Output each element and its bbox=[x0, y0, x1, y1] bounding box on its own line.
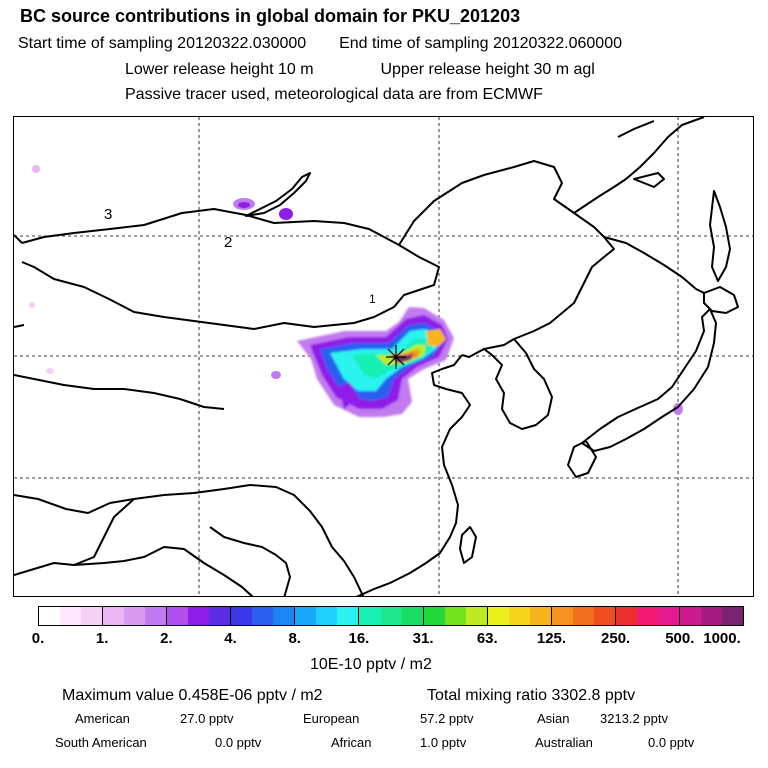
start-time-label: Start time of sampling 20120322.030000 bbox=[18, 35, 307, 52]
australian-value: 0.0 pptv bbox=[648, 735, 695, 750]
color-scale-segment bbox=[722, 607, 744, 625]
minor-plume-spots bbox=[29, 165, 683, 415]
color-scale-segment bbox=[636, 607, 658, 625]
color-scale-segment bbox=[529, 607, 552, 625]
upper-release-label: Upper release height 30 m agl bbox=[380, 61, 595, 78]
contour-label-2: 2 bbox=[224, 234, 232, 251]
color-scale-unit: 10E-10 pptv / m2 bbox=[310, 656, 432, 673]
color-scale-segment bbox=[359, 607, 381, 625]
receptor-marker bbox=[386, 345, 406, 369]
color-scale-segment bbox=[401, 607, 424, 625]
color-scale-segment bbox=[679, 607, 701, 625]
color-scale-segment bbox=[81, 607, 104, 625]
contour-label-1: 1 bbox=[369, 292, 376, 306]
tracer-note: Passive tracer used, meteorological data… bbox=[125, 86, 543, 103]
color-scale-segment bbox=[337, 607, 360, 625]
color-scale-segment bbox=[465, 607, 488, 625]
color-scale-segment bbox=[380, 607, 402, 625]
color-scale-segment bbox=[145, 607, 168, 625]
south-american-name: South American bbox=[55, 735, 147, 750]
color-scale-tick-label: 4. bbox=[224, 630, 237, 647]
color-scale-tick-label: 500. bbox=[665, 630, 695, 647]
color-scale-tick-label: 125. bbox=[536, 630, 567, 647]
color-scale-segment bbox=[103, 607, 125, 625]
color-scale-segment bbox=[487, 607, 509, 625]
concentration-plume bbox=[297, 307, 454, 417]
contour-label-3: 3 bbox=[104, 206, 112, 223]
color-scale-segment bbox=[252, 607, 274, 625]
south-american-value: 0.0 pptv bbox=[215, 735, 262, 750]
color-scale-segment bbox=[209, 607, 232, 625]
coastlines bbox=[14, 117, 739, 596]
color-scale-tick-label: 0. bbox=[31, 630, 45, 647]
color-scale-segment bbox=[295, 607, 317, 625]
color-scale-tick-label: 2. bbox=[160, 630, 173, 647]
color-scale-tick-label: 1. bbox=[95, 630, 109, 647]
color-scale-segment bbox=[167, 607, 189, 625]
color-scale-segment bbox=[124, 607, 146, 625]
color-scale-segment bbox=[231, 607, 253, 625]
color-scale-tick-label: 63. bbox=[476, 630, 498, 647]
color-scale-segment bbox=[188, 607, 210, 625]
asian-value: 3213.2 pptv bbox=[600, 711, 668, 726]
lower-release-label: Lower release height 10 m bbox=[125, 61, 314, 78]
color-scale-bar bbox=[38, 606, 744, 626]
color-scale-tick-label: 250. bbox=[601, 630, 631, 647]
map-canvas: 3 2 1 bbox=[14, 117, 753, 596]
american-name: American bbox=[75, 711, 130, 726]
color-scale-segment bbox=[657, 607, 680, 625]
color-scale-tick-label: 31. bbox=[412, 630, 434, 647]
african-name: African bbox=[331, 735, 372, 750]
color-scale-segment bbox=[316, 607, 338, 625]
color-scale-labels: 0. 1. 2. 4. 8. 16. 31. 63. 125. 250. 500. 1000. bbox=[0, 630, 768, 650]
american-value: 27.0 pptv bbox=[180, 711, 234, 726]
color-scale-segment bbox=[551, 607, 573, 625]
release-heights: Lower release height 10 m Upper release … bbox=[125, 61, 595, 79]
color-scale-segment bbox=[700, 607, 722, 625]
color-scale-segment bbox=[508, 607, 530, 625]
color-scale-tick-label: 16. bbox=[348, 630, 370, 647]
color-scale-segment bbox=[39, 607, 61, 625]
african-value: 1.0 pptv bbox=[420, 735, 467, 750]
european-name: European bbox=[303, 711, 360, 726]
european-value: 57.2 pptv bbox=[420, 711, 474, 726]
maximum-value-label: Maximum value 0.458E-06 pptv / m2 bbox=[62, 687, 323, 704]
color-scale-segment bbox=[615, 607, 637, 625]
map-panel: 3 2 1 bbox=[13, 116, 754, 597]
color-scale-segment bbox=[444, 607, 466, 625]
end-time-label: End time of sampling 20120322.060000 bbox=[339, 35, 622, 52]
color-scale-tick-label: 1000. bbox=[703, 630, 741, 647]
asian-name: Asian bbox=[537, 711, 570, 726]
color-scale-segment bbox=[572, 607, 594, 625]
color-scale-segment bbox=[273, 607, 296, 625]
total-mixing-ratio-label: Total mixing ratio 3302.8 pptv bbox=[427, 687, 636, 704]
color-scale-segment bbox=[423, 607, 445, 625]
color-scale-tick-label: 8. bbox=[288, 630, 301, 647]
page-title: BC source contributions in global domain… bbox=[20, 6, 521, 26]
color-scale-segment bbox=[60, 607, 82, 625]
sampling-times: Start time of sampling 20120322.030000 E… bbox=[18, 35, 622, 53]
australian-name: Australian bbox=[535, 735, 593, 750]
color-scale-segment bbox=[593, 607, 616, 625]
